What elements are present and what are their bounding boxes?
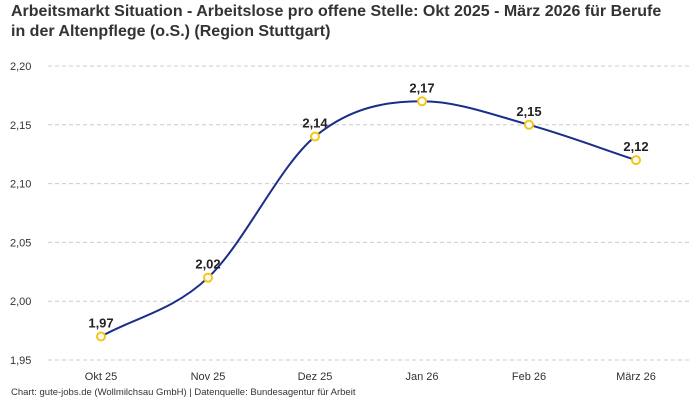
- chart-footer: Chart: gute-jobs.de (Wollmilchsau GmbH) …: [11, 387, 356, 398]
- y-tick-label: 2,10: [10, 179, 31, 191]
- x-tick-label: März 26: [616, 371, 656, 383]
- y-tick-label: 2,20: [10, 61, 31, 73]
- data-label: 2,15: [516, 104, 541, 119]
- y-tick-label: 2,05: [10, 237, 31, 249]
- x-tick-label: Feb 26: [512, 371, 546, 383]
- data-point: [203, 272, 213, 283]
- x-tick-label: Dez 25: [298, 371, 333, 383]
- chart-title: Arbeitsmarkt Situation - Arbeitslose pro…: [11, 3, 662, 40]
- grid-lines: [48, 65, 690, 361]
- data-point: [310, 131, 320, 142]
- x-tick-label: Nov 25: [191, 371, 226, 383]
- data-point: [417, 96, 427, 107]
- data-label: 2,14: [302, 116, 328, 131]
- data-labels: 1,97 2,02 2,14 2,17 2,15 2,12: [88, 80, 648, 330]
- series-line: [100, 100, 637, 338]
- data-point: [96, 331, 106, 342]
- data-point: [631, 155, 641, 166]
- data-label: 2,02: [195, 257, 220, 272]
- x-tick-label: Jan 26: [405, 371, 438, 383]
- x-tick-label: Okt 25: [85, 371, 117, 383]
- y-tick-label: 2,00: [10, 296, 31, 308]
- data-label: 2,12: [623, 139, 648, 154]
- y-tick-label: 2,15: [10, 120, 31, 132]
- data-point: [524, 119, 534, 130]
- x-axis-ticks: Okt 25 Nov 25 Dez 25 Jan 26 Feb 26 März 26: [85, 371, 656, 383]
- y-axis-ticks: 1,95 2,00 2,05 2,10 2,15 2,20: [10, 61, 31, 367]
- y-tick-label: 1,95: [10, 355, 31, 367]
- data-label: 2,17: [409, 80, 434, 95]
- data-label: 1,97: [88, 315, 113, 330]
- data-points: [96, 96, 641, 342]
